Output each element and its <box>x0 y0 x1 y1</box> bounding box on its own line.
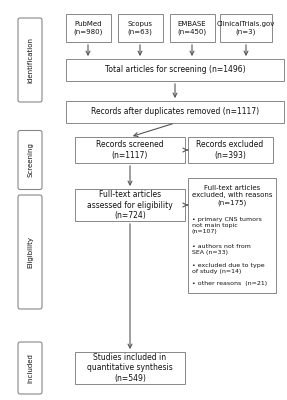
Text: • other reasons  (n=21): • other reasons (n=21) <box>192 282 267 286</box>
Bar <box>170 14 214 42</box>
Text: Records after duplicates removed (n=1117): Records after duplicates removed (n=1117… <box>91 108 259 116</box>
Text: Full-text articles
assessed for eligibility
(n=724): Full-text articles assessed for eligibil… <box>87 190 173 220</box>
Text: Eligibility: Eligibility <box>27 236 33 268</box>
Text: Scopus
(n=63): Scopus (n=63) <box>127 21 152 35</box>
Text: PubMed
(n=980): PubMed (n=980) <box>73 21 103 35</box>
Text: Full-text articles
excluded, with reasons
(n=175): Full-text articles excluded, with reason… <box>192 186 272 206</box>
Bar <box>65 14 110 42</box>
Bar <box>75 189 185 221</box>
Text: EMBASE
(n=450): EMBASE (n=450) <box>177 21 207 35</box>
FancyBboxPatch shape <box>18 18 42 102</box>
Text: • authors not from
SEA (n=33): • authors not from SEA (n=33) <box>192 244 251 255</box>
Text: Records screened
(n=1117): Records screened (n=1117) <box>96 140 164 160</box>
Text: Identification: Identification <box>27 37 33 83</box>
Text: ClinicalTrials.gov
(n=3): ClinicalTrials.gov (n=3) <box>217 21 275 35</box>
Bar <box>220 14 272 42</box>
Bar <box>188 178 276 292</box>
Text: • primary CNS tumors
not main topic
(n=107): • primary CNS tumors not main topic (n=1… <box>192 218 262 234</box>
Bar <box>66 101 284 123</box>
Bar <box>187 137 272 163</box>
Bar <box>75 137 185 163</box>
Text: Included: Included <box>27 353 33 383</box>
Text: Records excluded
(n=393): Records excluded (n=393) <box>196 140 264 160</box>
Text: • excluded due to type
of study (n=14): • excluded due to type of study (n=14) <box>192 263 265 274</box>
FancyBboxPatch shape <box>18 195 42 309</box>
Text: Screening: Screening <box>27 142 33 178</box>
Bar <box>117 14 162 42</box>
Bar <box>66 59 284 81</box>
FancyBboxPatch shape <box>18 130 42 190</box>
FancyBboxPatch shape <box>18 342 42 394</box>
Text: Total articles for screening (n=1496): Total articles for screening (n=1496) <box>105 66 245 74</box>
Text: Studies included in
quantitative synthesis
(n=549): Studies included in quantitative synthes… <box>87 353 173 383</box>
Bar <box>75 352 185 384</box>
